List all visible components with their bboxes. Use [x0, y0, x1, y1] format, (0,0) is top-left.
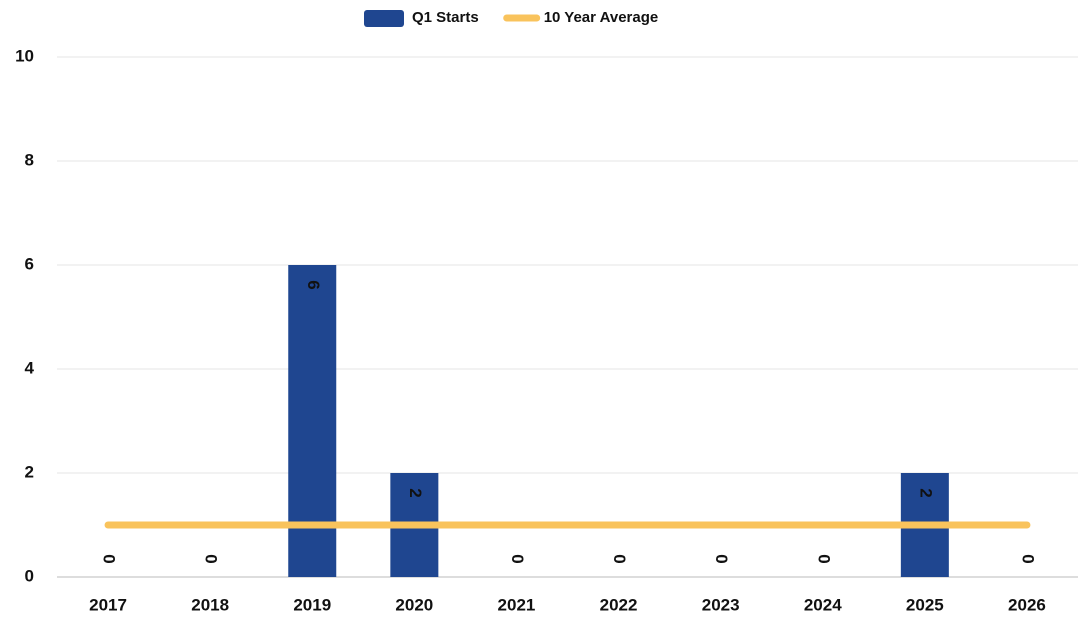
x-tick-label: 2020	[395, 595, 433, 614]
x-tick-label: 2025	[906, 595, 944, 614]
y-tick-label: 8	[25, 150, 34, 169]
legend-label: 10 Year Average	[544, 9, 659, 26]
x-tick-label: 2026	[1008, 595, 1046, 614]
y-tick-label: 4	[25, 358, 35, 377]
legend-label: Q1 Starts	[412, 9, 479, 26]
y-tick-label: 10	[15, 46, 34, 65]
x-tick-label: 2019	[293, 595, 331, 614]
data-label: 2	[916, 488, 935, 497]
x-tick-label: 2021	[498, 595, 536, 614]
bar	[288, 265, 337, 577]
x-tick-label: 2023	[702, 595, 740, 614]
legend-swatch	[364, 10, 404, 27]
data-label: 2	[406, 488, 425, 497]
data-label: 0	[202, 554, 221, 563]
data-label: 0	[100, 554, 119, 563]
data-label: 0	[1018, 554, 1037, 563]
y-tick-label: 0	[25, 566, 34, 585]
data-label: 0	[610, 554, 629, 563]
data-label: 0	[508, 554, 527, 563]
x-tick-label: 2022	[600, 595, 638, 614]
x-tick-label: 2024	[804, 595, 842, 614]
data-label: 6	[304, 280, 323, 289]
x-tick-label: 2018	[191, 595, 229, 614]
x-tick-label: 2017	[89, 595, 127, 614]
y-tick-label: 2	[25, 462, 34, 481]
data-label: 0	[814, 554, 833, 563]
y-tick-label: 6	[25, 254, 34, 273]
data-label: 0	[712, 554, 731, 563]
